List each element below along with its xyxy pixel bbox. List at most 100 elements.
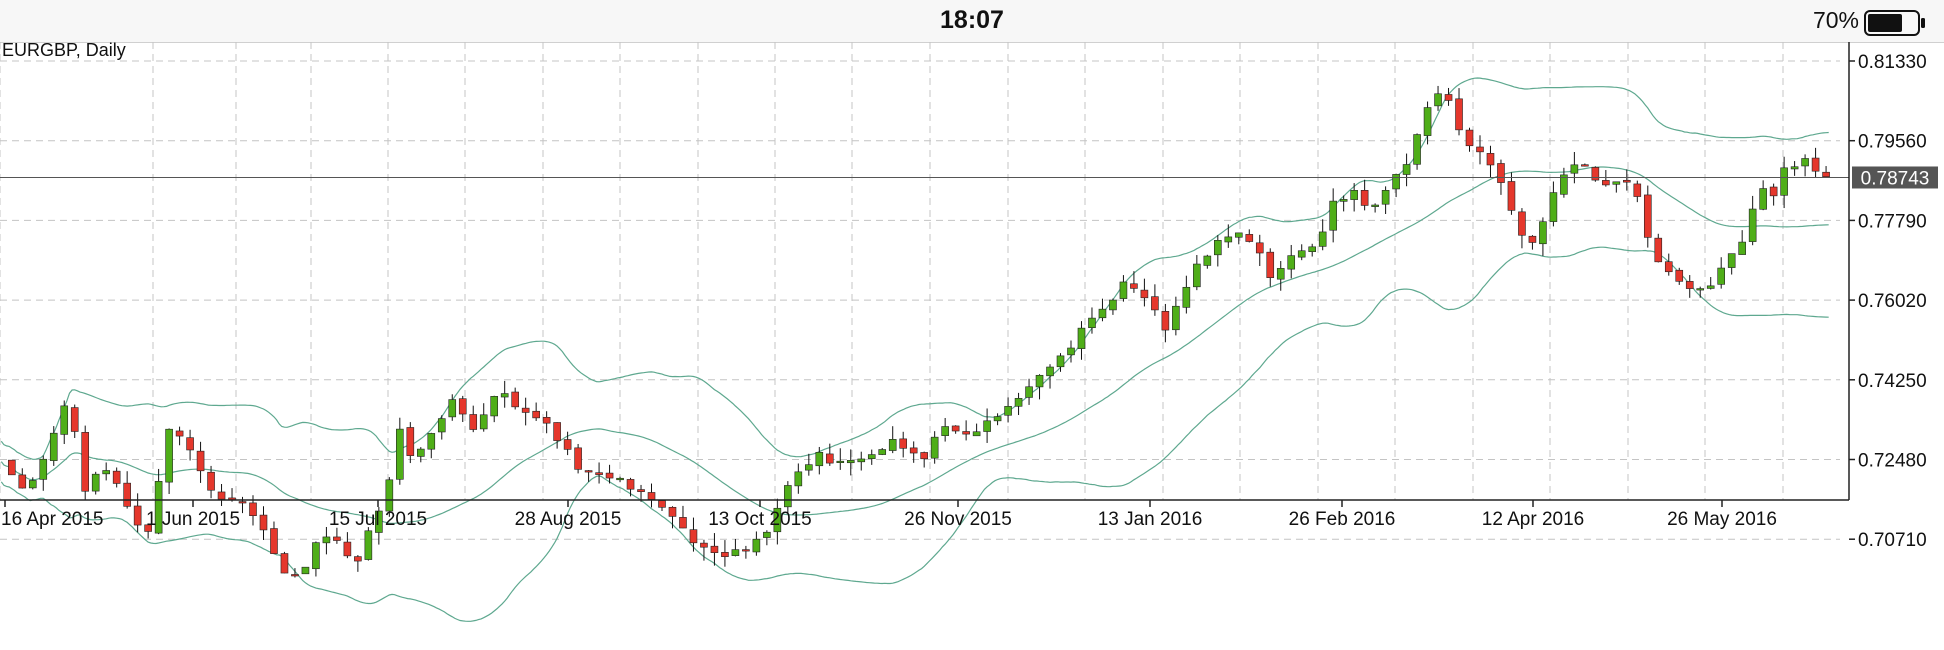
candle-body [521, 407, 530, 413]
candle-body [962, 431, 970, 435]
candle-body [710, 545, 719, 553]
candle-body [458, 398, 467, 415]
eurgbp-chart[interactable]: 0.81330 0.79560 0.77790 0.76020 0.74250 0.724… [0, 42, 1944, 650]
candle-body [249, 502, 257, 517]
candle-body [1717, 267, 1725, 285]
bull-candle [165, 428, 173, 494]
bear-candle [1811, 147, 1820, 178]
bull-candle [448, 394, 457, 421]
bull-candle [1067, 340, 1075, 363]
bull-candle [1706, 277, 1715, 290]
bull-candle [1014, 392, 1023, 416]
candle-body [1255, 242, 1264, 254]
candle-body [1172, 305, 1180, 331]
bull-candle [1717, 257, 1725, 289]
candle-body [270, 528, 278, 554]
price-axis: 0.81330 0.79560 0.77790 0.76020 0.74250 0.724… [1849, 52, 1927, 551]
candle-body [763, 531, 771, 538]
bear-candle [186, 429, 194, 461]
candle-body [742, 549, 750, 552]
candle-body [721, 552, 729, 557]
candle-body [343, 541, 352, 557]
candle-body [1801, 158, 1809, 167]
candle-body [1822, 171, 1830, 178]
candle-body [1266, 251, 1275, 278]
candle-body [1098, 308, 1107, 319]
bull-candle [731, 538, 740, 557]
bear-candle [1360, 179, 1369, 211]
bull-candle [1570, 151, 1579, 184]
candle-body [1109, 299, 1117, 311]
bull-candle [500, 380, 509, 408]
candle-body [773, 507, 782, 533]
candle-body [7, 459, 16, 476]
bull-candle [364, 527, 373, 561]
candle-body [406, 427, 415, 456]
candle-body [70, 407, 79, 432]
candle-body [951, 425, 960, 432]
bull-candle [1423, 101, 1432, 145]
bear-candle [112, 467, 121, 488]
current-price-label: 0.78743 [1861, 168, 1930, 189]
bear-candle [469, 405, 478, 433]
candle-body [1518, 211, 1526, 236]
candle-body [1318, 231, 1327, 247]
candle-body [416, 448, 425, 457]
candle-body [39, 458, 48, 480]
candle-body [700, 542, 708, 548]
candle-body [175, 430, 184, 437]
candle-body [1193, 263, 1201, 288]
candle-body [500, 393, 509, 398]
candle-body [584, 470, 593, 473]
bull-candle [878, 448, 887, 456]
bull-candle [1234, 232, 1243, 245]
candle-body [563, 439, 572, 450]
bear-candle [1486, 145, 1495, 178]
candle-body [112, 470, 121, 484]
candle-body [354, 556, 362, 562]
bear-candle [458, 395, 467, 422]
bull-candle [1004, 397, 1012, 423]
candle-body [941, 426, 949, 436]
bear-candle [679, 505, 687, 529]
candle-body [1486, 153, 1495, 166]
candle-body [207, 471, 215, 491]
bull-candle [1780, 156, 1788, 209]
bear-candle [1130, 271, 1138, 293]
candle-body [752, 538, 761, 553]
bull-candle [416, 447, 425, 463]
bull-candle [1727, 253, 1736, 275]
bull-candle [39, 455, 48, 491]
bull-candle [1790, 161, 1799, 176]
candle-body [1350, 190, 1358, 200]
bear-candle [1685, 275, 1694, 298]
candle-body [1759, 188, 1767, 210]
bear-candle [175, 426, 184, 446]
candle-body [1308, 246, 1316, 252]
bull-candle [1109, 298, 1117, 315]
time-tick-label: 26 Feb 2016 [1289, 509, 1396, 530]
candle-body [899, 438, 908, 449]
bollinger-upper-band [0, 77, 1829, 460]
candle-body [1748, 208, 1757, 242]
bear-candle [144, 523, 152, 539]
candle-body [1360, 190, 1369, 206]
candle-body [49, 432, 58, 461]
bull-candle [28, 477, 37, 490]
bear-candle [1518, 208, 1526, 249]
candle-body [1623, 179, 1631, 183]
bull-candle [1193, 255, 1201, 291]
bull-candle [815, 446, 824, 475]
bull-candle [1560, 167, 1568, 198]
candle-body [291, 574, 299, 577]
candle-body [867, 454, 876, 459]
price-tick-label: 0.70710 [1858, 530, 1927, 551]
candle-body [1581, 164, 1589, 167]
bull-candle [1182, 275, 1191, 314]
candle-body [626, 479, 635, 490]
candle-body [1392, 174, 1400, 190]
bull-candle [385, 477, 394, 517]
bear-candle [1444, 87, 1453, 106]
bear-candle [1161, 303, 1170, 343]
bear-candle [825, 443, 834, 466]
